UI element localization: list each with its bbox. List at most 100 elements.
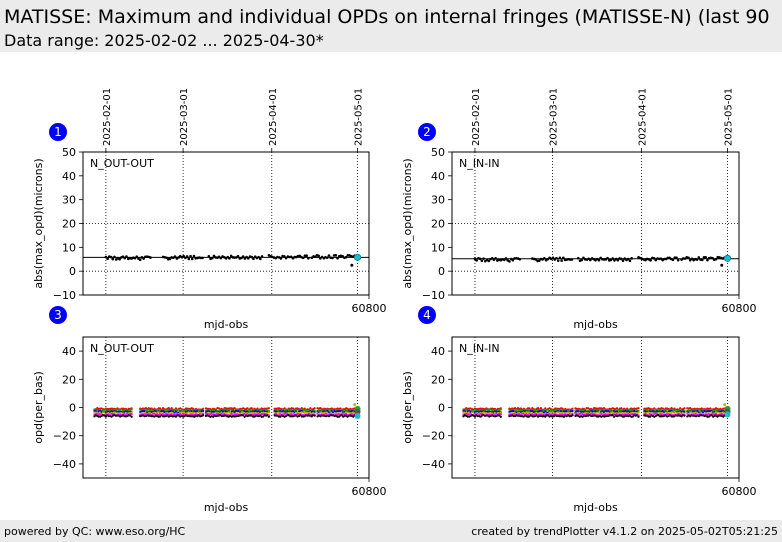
data-point (502, 258, 506, 262)
y-tick-label: 0 (438, 402, 445, 415)
panel-label: N_OUT-OUT (90, 157, 154, 170)
latest-point (723, 254, 732, 262)
data-point (201, 256, 204, 260)
y-tick-label: 50 (431, 146, 445, 159)
data-point (212, 254, 216, 258)
plot-frame (82, 151, 370, 296)
data-point (319, 257, 322, 260)
y-axis-label: opd(per_bas) (401, 371, 414, 444)
latest-point (354, 408, 361, 415)
data-point (279, 257, 283, 260)
data-point (490, 257, 494, 260)
data-point (142, 257, 145, 260)
baseline-point (544, 415, 547, 418)
y-tick-label: 0 (69, 265, 76, 278)
y-tick-label: 20 (62, 218, 76, 231)
x-axis-label: mjd-obs (573, 501, 618, 514)
baseline-point (170, 407, 173, 410)
data-point (480, 259, 484, 263)
panel-badge (418, 123, 436, 141)
data-point (305, 254, 308, 258)
plot-frame (451, 151, 740, 296)
data-point (580, 258, 584, 262)
baseline-point (130, 415, 133, 418)
y-tick-label: 20 (431, 218, 445, 231)
x-axis-label: mjd-obs (573, 318, 618, 331)
data-point (247, 257, 250, 260)
data-point (317, 254, 320, 258)
data-point (504, 257, 508, 260)
outlier-point (723, 403, 727, 407)
header-bar: MATISSE: Maximum and individual OPDs on … (0, 0, 782, 52)
baseline-point (637, 415, 640, 418)
x-tick-label: 60800 (352, 485, 387, 498)
data-point (236, 254, 240, 258)
data-point (611, 257, 615, 260)
y-axis-label: abs(max_opd)(microns) (32, 158, 45, 288)
y-tick-label: 30 (431, 194, 445, 207)
y-tick-label: −10 (422, 289, 445, 302)
baseline-point (246, 407, 249, 410)
data-point (570, 258, 574, 261)
y-tick-label: 10 (431, 241, 445, 254)
baseline-point (613, 415, 616, 418)
baseline-point (499, 413, 502, 416)
data-point (576, 256, 580, 260)
data-point (688, 258, 692, 262)
data-point (192, 254, 196, 258)
baseline-point (571, 409, 574, 413)
baseline-point (637, 407, 640, 410)
data-point (616, 258, 620, 262)
footer-created-by: created by trendPlotter v4.1.2 on 2025-0… (471, 525, 778, 538)
data-point (104, 255, 108, 259)
data-point (250, 255, 254, 259)
data-point (125, 255, 128, 258)
data-point (555, 256, 558, 260)
data-point (289, 255, 293, 259)
panel-badge (49, 123, 67, 141)
y-tick-label: −20 (422, 430, 445, 443)
data-point (553, 258, 557, 261)
data-point (597, 258, 601, 262)
data-point (187, 257, 191, 261)
data-point (700, 258, 704, 262)
baseline-point (167, 407, 170, 410)
data-point (301, 256, 305, 260)
x-axis-label: mjd-obs (204, 501, 249, 514)
outlier-point (353, 403, 357, 407)
baseline-point (267, 411, 270, 414)
panel-badge-number: 2 (423, 125, 431, 139)
data-point (111, 257, 115, 261)
data-point (173, 255, 177, 258)
data-point (168, 257, 172, 261)
data-point (344, 255, 348, 259)
data-point (184, 256, 187, 260)
data-point (283, 255, 286, 258)
data-point (613, 259, 616, 262)
date-tick-label: 2025-05-01 (354, 88, 365, 146)
date-tick-label: 2025-02-01 (102, 88, 113, 146)
y-axis-label: abs(max_opd)(microns) (401, 158, 414, 288)
baseline-point (539, 407, 543, 410)
baseline-point (313, 414, 316, 417)
baseline-point (202, 409, 205, 413)
data-point (649, 259, 652, 262)
data-point (562, 256, 565, 260)
latest-point (354, 412, 361, 419)
data-point (109, 255, 113, 259)
data-point (609, 258, 613, 262)
baseline-point (526, 414, 530, 417)
outlier-point (720, 263, 724, 267)
data-point (149, 256, 152, 259)
data-point (121, 255, 125, 258)
data-range-subtitle: Data range: 2025-02-02 ... 2025-04-30* (4, 31, 324, 50)
y-tick-label: 50 (62, 146, 76, 159)
baseline-point (571, 414, 574, 417)
y-tick-label: 30 (62, 194, 76, 207)
baseline-point (104, 415, 107, 418)
data-point (478, 257, 482, 261)
latest-point (353, 253, 362, 261)
data-point (243, 257, 247, 260)
x-tick-label: 60800 (352, 302, 387, 315)
page-title: MATISSE: Maximum and individual OPDs on … (4, 6, 770, 28)
